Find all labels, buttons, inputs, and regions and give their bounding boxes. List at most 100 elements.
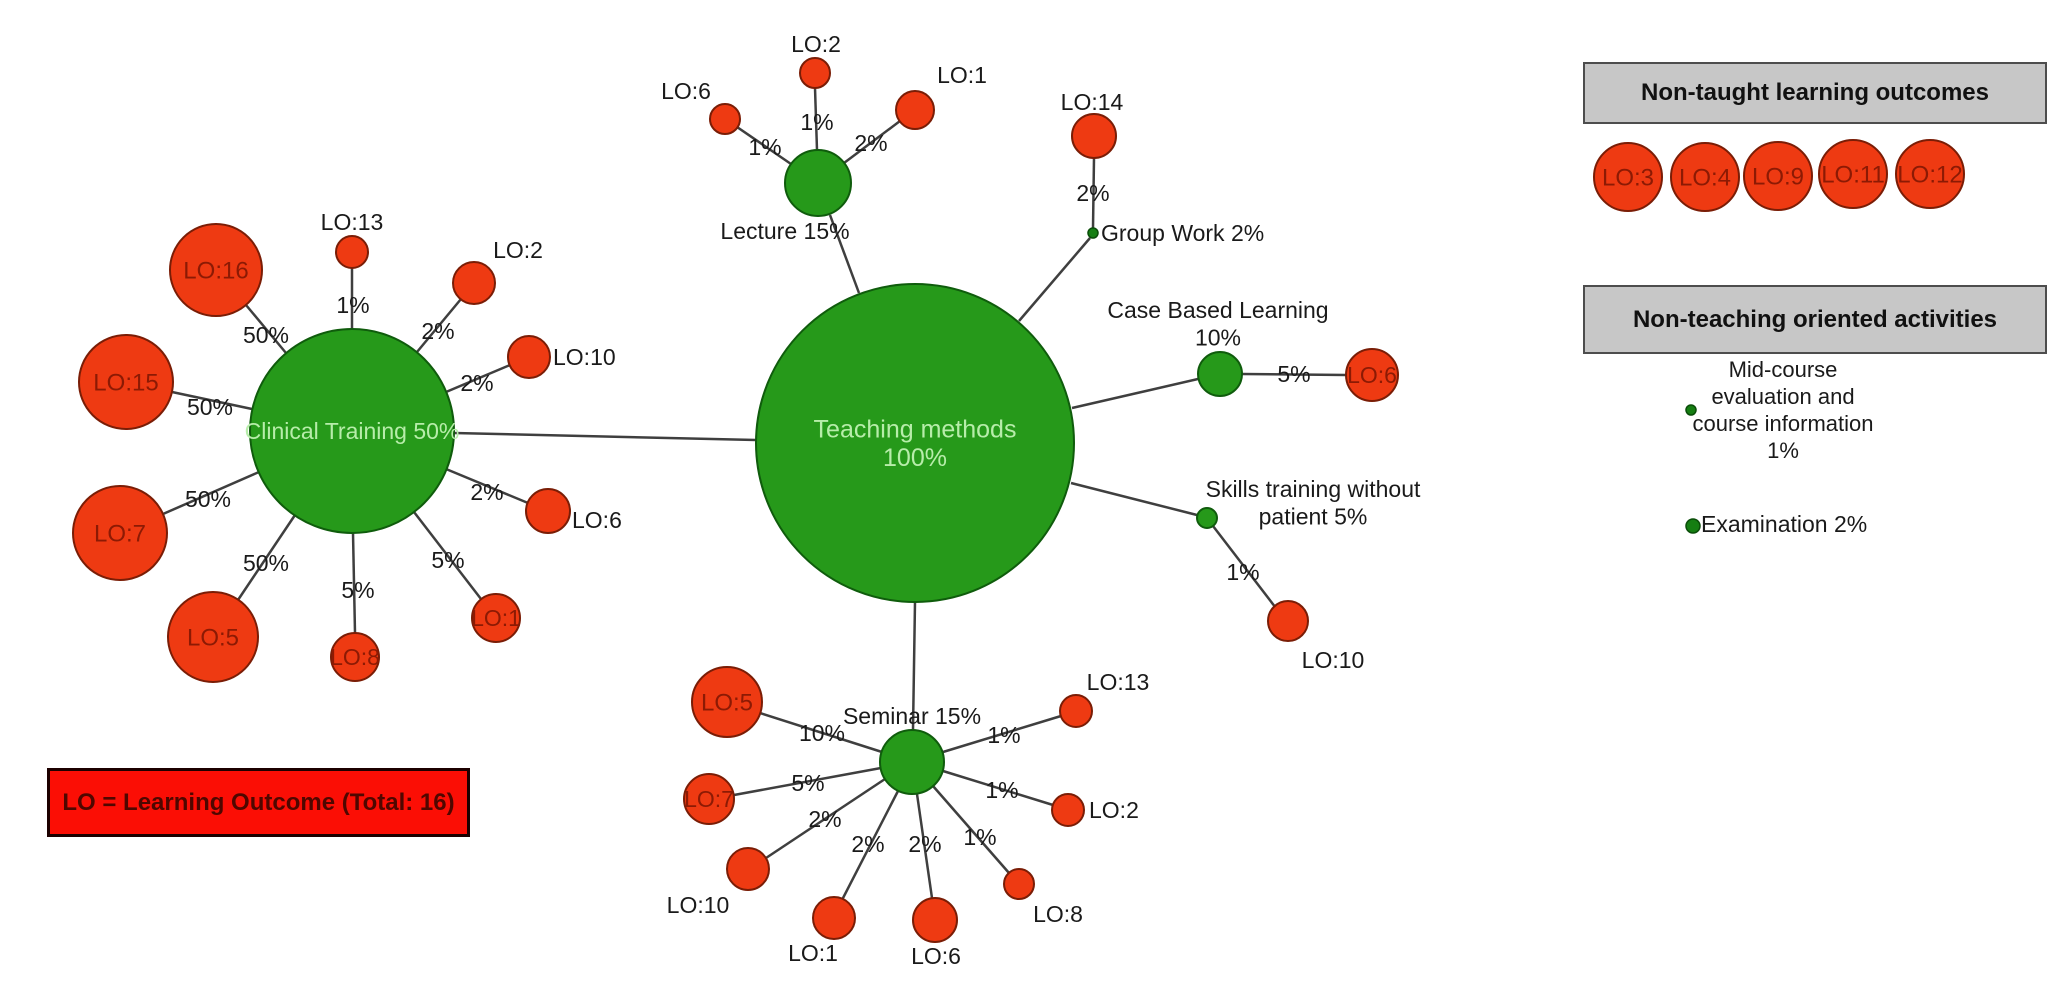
pct-lecture-lo6: 1%: [748, 134, 781, 160]
lo9-nontaught: [1743, 141, 1813, 211]
edge-skills-lo10: [1212, 525, 1280, 613]
lo11-nontaught: [1818, 139, 1888, 209]
lo1-clinical: [471, 593, 521, 643]
edge-seminar-lo2: [942, 769, 1054, 807]
edge-teaching-skills: [1070, 481, 1198, 517]
pct-lecture-lo1: 2%: [854, 130, 887, 156]
non-taught-header-box: Non-taught learning outcomes: [1583, 62, 2047, 124]
hub-clinical-training-label: Clinical Training 50%: [245, 418, 460, 444]
edge-seminar-lo10: [765, 777, 886, 860]
lo6-case-based: [1345, 348, 1399, 402]
lo2-clinical-label: LO:2: [493, 237, 543, 263]
lo10-skills-label: LO:10: [1302, 647, 1365, 673]
lo8-seminar: [1003, 868, 1035, 900]
lo10-clinical: [507, 335, 551, 379]
lo2-seminar: [1051, 793, 1085, 827]
lo7-clinical: [72, 485, 168, 581]
lo2-lecture: [799, 57, 831, 89]
lo12-nontaught-label: LO:12: [1897, 161, 1962, 188]
lo2-seminar-label: LO:2: [1089, 797, 1139, 823]
pct-lecture-lo2: 1%: [800, 109, 833, 135]
edge-clinical-lo1: [413, 511, 482, 600]
edge-seminar-lo1: [840, 790, 900, 901]
dot-midcourse: [1685, 404, 1697, 416]
edge-cbl-lo6: [1241, 372, 1347, 377]
lo1-lecture: [895, 90, 935, 130]
hub-lecture-label: Lecture 15%: [720, 218, 849, 244]
pct-clinical-lo6: 2%: [470, 479, 503, 505]
lo3-nontaught: [1593, 142, 1663, 212]
edge-teaching-lecture: [828, 214, 861, 294]
lo7-seminar: [683, 773, 735, 825]
pct-clinical-lo8: 5%: [341, 577, 374, 603]
lo5-clinical-label: LO:5: [187, 624, 239, 651]
hub-skills-training: [1196, 507, 1218, 529]
edge-seminar-lo6: [915, 793, 934, 899]
pct-lo14-groupwork: 2%: [1076, 180, 1109, 206]
lo1-clinical-label: LO:1: [471, 605, 521, 631]
lo1-lecture-label: LO:1: [937, 62, 987, 88]
pct-clinical-lo15: 50%: [187, 394, 233, 420]
lo6-clinical: [525, 488, 571, 534]
lo10-seminar-label: LO:10: [667, 892, 730, 918]
non-taught-header-label: Non-taught learning outcomes: [1641, 79, 1989, 106]
non-teaching-header-label: Non-teaching oriented activities: [1632, 305, 1998, 333]
lo4-nontaught-label: LO:4: [1679, 164, 1731, 191]
pct-clinical-lo16: 50%: [243, 322, 289, 348]
lo9-nontaught-label: LO:9: [1752, 163, 1804, 190]
hub-case-based-learning: [1197, 351, 1243, 397]
dot-examination: [1685, 518, 1701, 534]
pct-seminar-lo2: 1%: [985, 777, 1018, 803]
lo8-clinical-label: LO:8: [330, 644, 380, 670]
edge-lecture-lo2: [813, 87, 819, 151]
lo13-clinical: [335, 235, 369, 269]
lo6-seminar-label: LO:6: [911, 943, 961, 969]
lo5-seminar: [691, 666, 763, 738]
hub-lecture: [784, 149, 852, 217]
pct-seminar-lo1: 2%: [851, 831, 884, 857]
lo2-lecture-label: LO:2: [791, 31, 841, 57]
lo13-seminar-label: LO:13: [1087, 669, 1150, 695]
lo7-clinical-label: LO:7: [94, 520, 146, 547]
hub-case-based-learning-label: Case Based Learning 10%: [1107, 297, 1328, 351]
lo10-skills: [1267, 600, 1309, 642]
lo16-clinical: [169, 223, 263, 317]
pct-seminar-lo6: 2%: [908, 831, 941, 857]
lo6-lecture: [709, 103, 741, 135]
pct-skills-lo10: 1%: [1226, 559, 1259, 585]
pct-clinical-lo10: 2%: [460, 370, 493, 396]
pct-seminar-lo8: 1%: [963, 824, 996, 850]
hub-skills-training-label: Skills training without patient 5%: [1206, 476, 1421, 530]
pct-seminar-lo5: 10%: [799, 720, 845, 746]
midcourse-activity-label: Mid-course evaluation and course informa…: [1692, 357, 1874, 463]
edge-seminar-lo7: [733, 766, 882, 797]
pct-clinical-lo7: 50%: [185, 486, 231, 512]
hub-seminar: [879, 729, 945, 795]
edge-seminar-lo8: [932, 785, 1010, 874]
hub-clinical-training: [249, 328, 455, 534]
lo1-seminar-label: LO:1: [788, 940, 838, 966]
edge-lecture-lo1: [843, 120, 901, 164]
lo4-nontaught: [1670, 142, 1740, 212]
edge-clinical-lo15: [171, 390, 253, 411]
lo2-clinical: [452, 261, 496, 305]
lo13-seminar: [1059, 694, 1093, 728]
edge-lecture-lo6: [736, 125, 792, 166]
lo10-clinical-label: LO:10: [553, 344, 616, 370]
edge-clinical-lo8: [351, 532, 357, 634]
edge-clinical-lo7: [162, 470, 260, 516]
edge-seminar-lo13: [942, 714, 1062, 754]
edge-clinical-lo10: [445, 363, 511, 394]
lo-legend-text: LO = Learning Outcome (Total: 16): [62, 788, 455, 816]
lo3-nontaught-label: LO:3: [1602, 164, 1654, 191]
edge-clinical-lo2: [416, 298, 462, 353]
lo5-clinical: [167, 591, 259, 683]
edge-seminar-lo5: [759, 711, 883, 754]
lo14-group-work: [1071, 113, 1117, 159]
hub-group-work-label: Group Work 2%: [1101, 220, 1264, 246]
lo6-case-based-label: LO:6: [1347, 362, 1397, 388]
hub-group-work: [1087, 227, 1099, 239]
lo6-lecture-label: LO:6: [661, 78, 711, 104]
lo8-clinical: [330, 632, 380, 682]
